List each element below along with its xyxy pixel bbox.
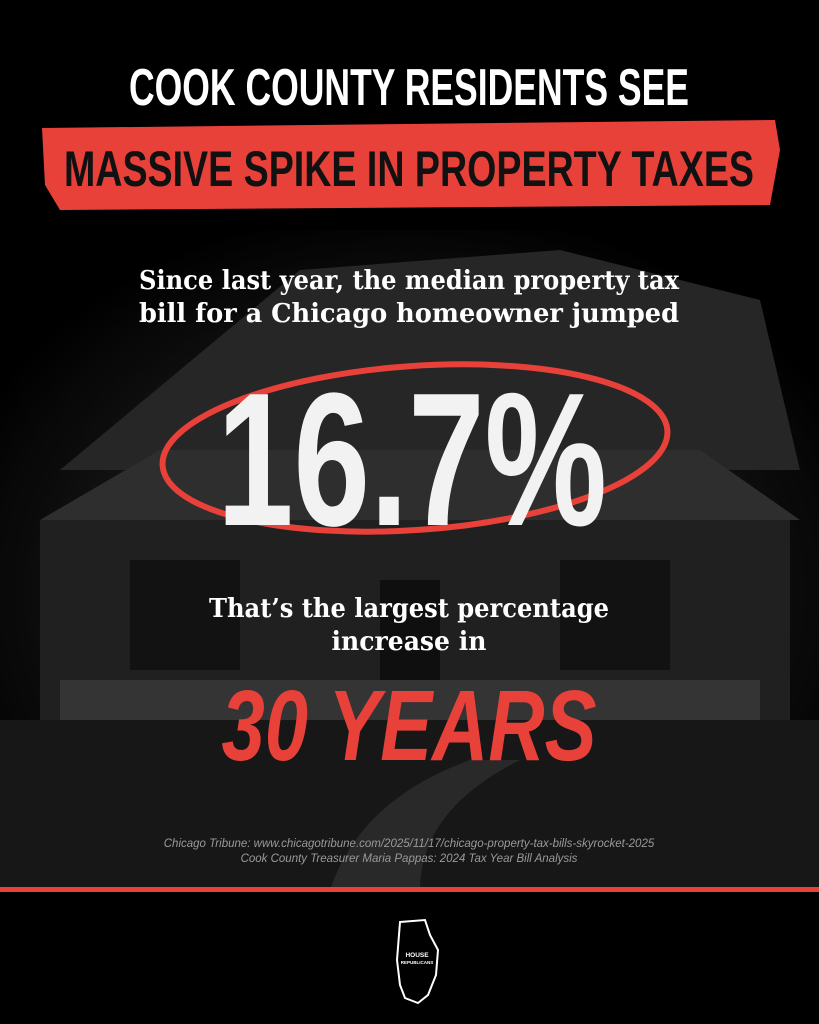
divider [0,887,819,892]
logo-text: HOUSE [405,952,429,959]
stat-circle [159,361,671,535]
house-illustration [0,230,819,890]
logo-text: REPUBLICANS [401,960,434,965]
followup-text: That’s the largest percentage [209,594,609,624]
source: Chicago Tribune: www.chicagotribune.com/… [164,838,655,850]
headline-band [42,120,780,210]
source: Cook County Treasurer Maria Pappas: 2024… [241,853,578,865]
intro-text: Since last year, the median property tax [139,266,679,296]
intro-text: bill for a Chicago homeowner jumped [139,299,679,329]
stat: 16.7% [217,354,607,566]
headline: COOK COUNTY RESIDENTS SEE [129,59,689,117]
followup-text: increase in [332,627,487,657]
logo: HOUSE REPUBLICANS [395,918,440,1005]
headline-highlight: MASSIVE SPIKE IN PROPERTY TAXES [64,141,754,197]
highlight: 30 YEARS [222,670,597,782]
